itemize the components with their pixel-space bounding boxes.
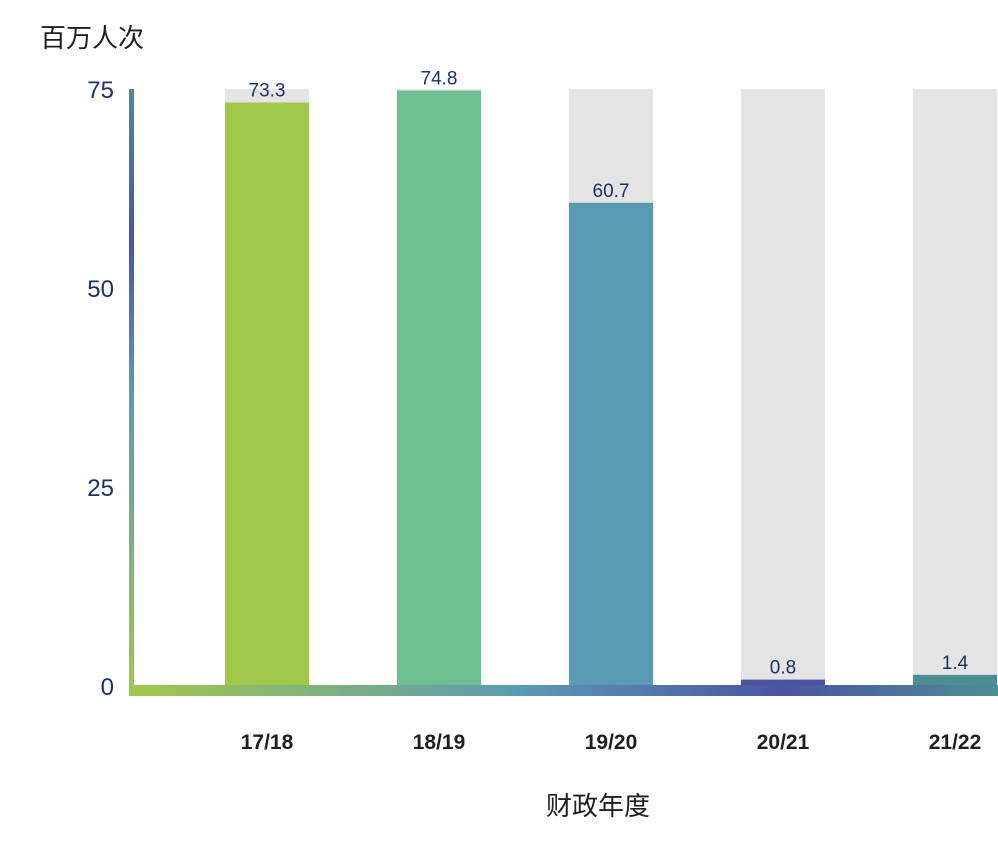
- y-tick-label-50: 50: [87, 276, 114, 303]
- x-axis-title: 财政年度: [546, 792, 650, 822]
- data-labels: 73.3 74.8 60.7 0.8 1.4: [249, 69, 969, 679]
- bar-19-20: [569, 202, 653, 686]
- background-bar-20-21: [741, 89, 825, 686]
- data-label-21-22: 1.4: [942, 653, 969, 674]
- y-axis-ticks: 0 25 50 75: [87, 77, 114, 701]
- x-axis-ticks: 17/18 18/19 19/20 20/21 21/22: [241, 731, 982, 754]
- bar-20-21: [741, 679, 825, 686]
- y-tick-label-75: 75: [87, 77, 114, 104]
- y-tick-label-0: 0: [101, 674, 114, 701]
- data-label-18-19: 74.8: [421, 69, 458, 90]
- data-label-20-21: 0.8: [770, 658, 796, 679]
- background-bar-21-22: [913, 89, 997, 686]
- bar-17-18: [225, 102, 309, 687]
- y-axis-line: [129, 89, 134, 696]
- data-label-19-20: 60.7: [593, 181, 630, 202]
- y-axis-title: 百万人次: [40, 24, 144, 54]
- x-tick-label-17-18: 17/18: [241, 731, 294, 754]
- x-tick-label-20-21: 20/21: [757, 731, 810, 754]
- x-tick-label-18-19: 18/19: [413, 731, 466, 754]
- bar-18-19: [397, 90, 481, 687]
- x-axis-line: [131, 685, 998, 696]
- data-label-17-18: 73.3: [249, 81, 286, 102]
- bar-21-22: [913, 674, 997, 686]
- x-tick-label-21-22: 21/22: [929, 731, 982, 754]
- x-tick-label-19-20: 19/20: [585, 731, 638, 754]
- data-bars: [225, 90, 997, 687]
- y-tick-label-25: 25: [87, 475, 114, 502]
